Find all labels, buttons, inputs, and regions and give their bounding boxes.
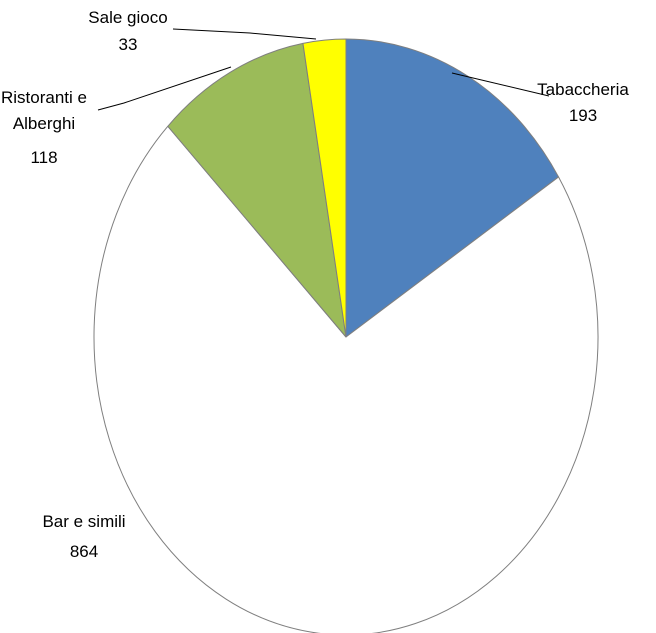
pie-slice-ristoranti-e-alberghi xyxy=(167,42,347,338)
data-label-line: 118 xyxy=(30,148,57,167)
data-label-ristoranti-e-alberghi: Ristoranti e Alberghi 118 xyxy=(1,88,87,167)
data-label-line: Tabaccheria xyxy=(537,80,629,99)
data-label-line: 864 xyxy=(70,542,98,561)
data-label-sale-gioco: Sale gioco 33 xyxy=(88,8,167,54)
slice-labels: Tabaccheria 193 Bar e simili 864 Ristoranti … xyxy=(1,8,629,561)
leader-line-tabaccheria xyxy=(451,72,550,97)
leader-line-ristoranti-e-alberghi xyxy=(97,66,232,111)
pie-slice-tabaccheria xyxy=(345,38,560,338)
data-label-line: 193 xyxy=(569,106,597,125)
data-label-line: Ristoranti e xyxy=(1,88,87,107)
data-label-line: 33 xyxy=(119,35,138,54)
data-label-line: Bar e simili xyxy=(42,512,125,531)
data-label-line: Alberghi xyxy=(13,114,75,133)
label-leader-lines xyxy=(97,28,550,111)
data-label-line: Sale gioco xyxy=(88,8,167,27)
data-label-tabaccheria: Tabaccheria 193 xyxy=(537,80,629,125)
leader-line-sale-gioco xyxy=(172,28,317,40)
pie-slices xyxy=(93,38,599,633)
pie-slice-bar-e-simili xyxy=(93,125,599,633)
pie-slice-sale-gioco xyxy=(302,38,347,338)
data-label-bar-e-simili: Bar e simili 864 xyxy=(42,512,125,561)
